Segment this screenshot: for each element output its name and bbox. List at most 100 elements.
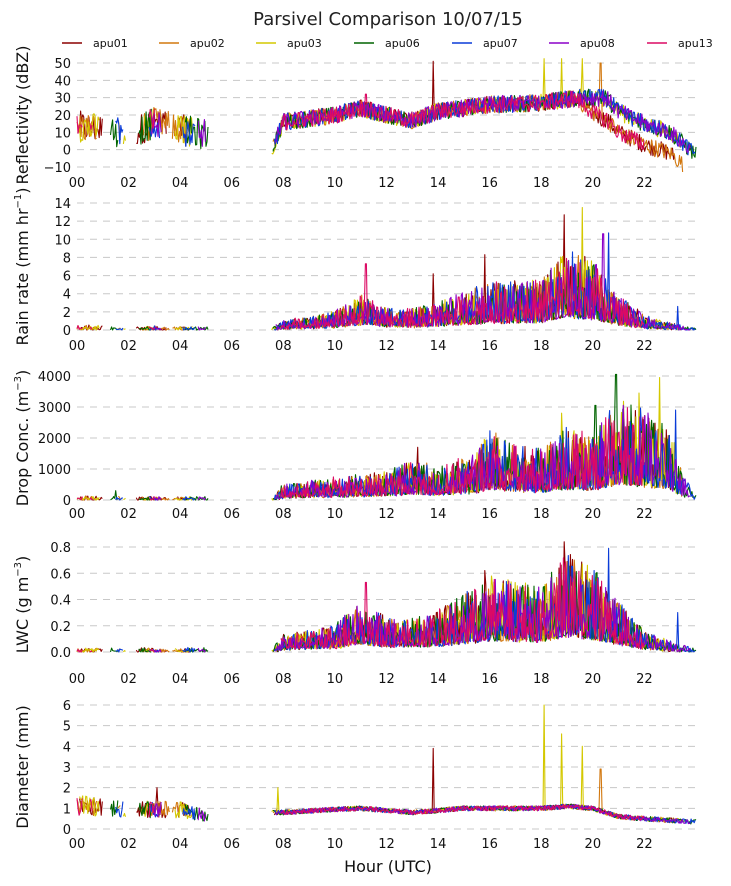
x-tick-label: 20 (585, 837, 602, 852)
x-tick-label: 20 (585, 507, 602, 522)
legend-item-apu03: apu03 (256, 37, 322, 50)
y-tick-label: 8 (63, 251, 71, 266)
legend-label: apu02 (190, 37, 225, 50)
series-line-apu13 (76, 798, 645, 821)
series-line-apu03 (79, 563, 681, 653)
x-tick-label: 12 (378, 837, 395, 852)
x-tick-label: 02 (120, 507, 137, 522)
x-tick-label: 06 (223, 507, 240, 522)
x-tick-label: 08 (275, 507, 292, 522)
x-tick-label: 16 (481, 176, 498, 191)
x-tick-label: 00 (69, 507, 86, 522)
x-tick-label: 16 (481, 339, 498, 354)
y-tick-label: 3 (63, 761, 71, 776)
y-tick-label: 50 (54, 57, 71, 72)
y-axis-label: Reflectivity (dBZ) (13, 46, 32, 185)
legend-label: apu07 (483, 37, 518, 50)
y-tick-label: −10 (44, 161, 71, 176)
x-tick-label: 14 (430, 672, 447, 687)
y-tick-label: 3000 (38, 401, 71, 416)
y-tick-label: 0 (63, 494, 71, 509)
y-tick-label: 0.8 (50, 541, 71, 556)
series-line-apu06 (109, 88, 697, 159)
x-tick-label: 12 (378, 507, 395, 522)
series-line-apu07 (115, 232, 696, 331)
y-axis-label: Diameter (mm) (13, 705, 32, 828)
series-line-apu13 (76, 257, 645, 331)
x-tick-label: 12 (378, 672, 395, 687)
y-axis-label: LWC (g m−3) (13, 556, 32, 654)
x-tick-label: 16 (481, 507, 498, 522)
legend-label: apu01 (93, 37, 128, 50)
y-tick-label: 40 (54, 74, 71, 89)
x-tick-label: 12 (378, 339, 395, 354)
x-tick-label: 18 (533, 837, 550, 852)
legend-label: apu13 (678, 37, 713, 50)
series-line-apu06 (110, 373, 697, 501)
x-tick-label: 04 (172, 176, 189, 191)
x-tick-label: 04 (172, 339, 189, 354)
x-tick-label: 06 (223, 672, 240, 687)
legend-item-apu02: apu02 (159, 37, 225, 50)
x-tick-label: 22 (636, 837, 653, 852)
y-tick-label: 20 (54, 109, 71, 124)
y-tick-label: 0.6 (50, 567, 71, 582)
x-tick-label: 00 (69, 672, 86, 687)
x-tick-label: 02 (120, 837, 137, 852)
panel-reflectivity: −10 0 10 20 30 40 50 00 02 04 06 08 10 12 14 16 18 20 22 Re… (13, 46, 697, 191)
y-axis-label: Drop Conc. (m−3) (13, 370, 32, 506)
x-tick-label: 20 (585, 672, 602, 687)
x-tick-label: 08 (275, 837, 292, 852)
series-line-apu03 (79, 58, 681, 155)
legend-label: apu08 (580, 37, 615, 50)
x-tick-label: 14 (430, 837, 447, 852)
series-line-apu06 (109, 261, 697, 331)
x-tick-label: 04 (172, 837, 189, 852)
x-tick-label: 12 (378, 176, 395, 191)
legend-item-apu01: apu01 (62, 37, 128, 50)
legend-label: apu03 (287, 37, 322, 50)
x-tick-label: 18 (533, 339, 550, 354)
y-tick-label: 1 (63, 802, 71, 817)
y-tick-label: 0 (63, 823, 71, 838)
series-line-apu06 (109, 565, 697, 653)
legend-item-apu13: apu13 (647, 37, 713, 50)
x-tick-label: 04 (172, 507, 189, 522)
x-tick-label: 10 (327, 339, 344, 354)
series-line-apu13 (76, 407, 645, 501)
series-line-apu06 (109, 800, 697, 825)
y-tick-label: 0 (63, 144, 71, 159)
x-tick-label: 20 (585, 176, 602, 191)
x-tick-label: 00 (69, 837, 86, 852)
x-tick-label: 14 (430, 507, 447, 522)
x-tick-label: 22 (636, 507, 653, 522)
y-tick-label: 6 (63, 270, 71, 285)
y-tick-label: 1000 (38, 463, 71, 478)
x-tick-label: 10 (327, 837, 344, 852)
x-tick-label: 16 (481, 837, 498, 852)
y-tick-label: 0.0 (50, 646, 71, 661)
legend-item-apu07: apu07 (452, 37, 518, 50)
x-tick-label: 08 (275, 672, 292, 687)
x-axis-label: Hour (UTC) (344, 857, 432, 876)
y-tick-label: 14 (54, 197, 71, 212)
legend-label: apu06 (385, 37, 420, 50)
panel-drop-conc: 0 1000 2000 3000 4000 00 02 04 06 08 10 12 14 16 18 20 2… (13, 370, 697, 522)
x-tick-label: 14 (430, 176, 447, 191)
legend: apu01 apu02 apu03 apu06 apu07 apu08 apu13 (62, 37, 713, 50)
x-tick-label: 02 (120, 176, 137, 191)
y-tick-label: 2 (63, 306, 71, 321)
chart-title: Parsivel Comparison 10/07/15 (253, 9, 523, 30)
x-tick-label: 22 (636, 672, 653, 687)
y-tick-label: 0.2 (50, 620, 71, 635)
x-tick-label: 02 (120, 672, 137, 687)
x-tick-label: 18 (533, 672, 550, 687)
x-tick-label: 06 (223, 339, 240, 354)
y-tick-label: 4 (63, 740, 71, 755)
x-tick-label: 20 (585, 339, 602, 354)
series-line-apu02 (76, 768, 684, 824)
x-tick-label: 22 (636, 339, 653, 354)
